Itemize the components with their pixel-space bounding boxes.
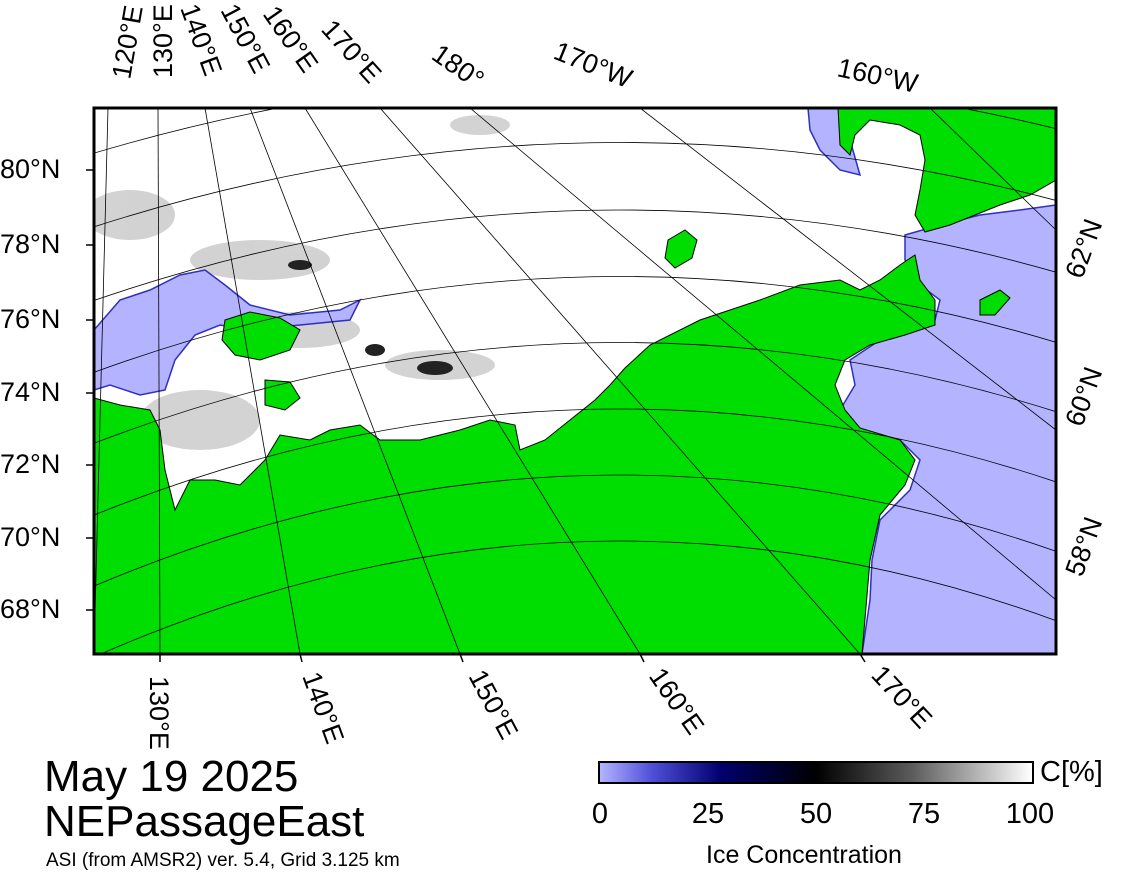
land-st-lawrence-island (979, 289, 1011, 316)
open-water-bering (839, 204, 1056, 654)
dense-ice-patches (288, 260, 453, 375)
lat-label-72n: 72°N (0, 449, 60, 479)
region-title: NEPassageEast (44, 797, 365, 846)
map-frame (92, 106, 1058, 656)
land-siberia (94, 254, 936, 654)
lon-label-160w: 160°W (835, 53, 921, 99)
lat-label-62n: 62°N (1059, 215, 1108, 282)
bottom-lon-label-140e: 140°E (296, 668, 349, 748)
lat-label-68n: 68°N (0, 594, 60, 624)
ice-texture (94, 115, 510, 450)
lon-label-130e: 130°E (148, 4, 178, 78)
bottom-lon-label-160e: 160°E (643, 662, 710, 740)
bottom-lon-label-170e: 170°E (866, 660, 938, 734)
graticule (94, 108, 1056, 654)
land-wrangel-island (664, 229, 698, 269)
lon-label-180: 180° (427, 38, 490, 95)
lat-label-60n: 60°N (1059, 363, 1108, 430)
ice-concentration-colorbar (598, 761, 1034, 784)
lon-label-120e: 120°E (106, 3, 148, 81)
lat-label-78n: 78°N (0, 229, 60, 259)
product-subtitle: ASI (from AMSR2) ver. 5.4, Grid 3.125 km (46, 850, 400, 871)
lon-label-170e: 170°E (316, 14, 388, 89)
bottom-longitude-labels: 130°E 140°E 150°E 160°E 170°E (144, 660, 938, 750)
bottom-lon-label-130e: 130°E (144, 676, 174, 750)
lat-label-76n: 76°N (0, 304, 60, 334)
land-new-siberian-islands (221, 311, 301, 361)
land-kotelny (264, 379, 301, 411)
colorbar-tick-25: 25 (691, 798, 725, 830)
colorbar-label: Ice Concentration (706, 841, 902, 869)
top-longitude-labels: 120°E 130°E 140°E 150°E 160°E 170°E 180°… (106, 0, 921, 99)
colorbar-tick-0: 0 (591, 798, 609, 830)
colorbar-tick-50: 50 (799, 798, 833, 830)
lat-label-74n: 74°N (0, 377, 60, 407)
colorbar-tick-75: 75 (907, 798, 941, 830)
lat-label-58n: 58°N (1059, 513, 1108, 580)
right-latitude-labels: 62°N 60°N 58°N (1059, 215, 1108, 580)
lon-label-170w: 170°W (550, 36, 637, 94)
bottom-lon-label-150e: 150°E (463, 665, 524, 744)
left-latitude-labels: 80°N 78°N 76°N 74°N 72°N 70°N 68°N (0, 154, 60, 624)
lat-label-80n: 80°N (0, 154, 60, 184)
open-water-laptev (94, 269, 362, 396)
map-ticks (86, 169, 866, 663)
land-alaska (837, 108, 1056, 233)
date-title: May 19 2025 (44, 752, 299, 801)
colorbar-unit: C[%] (1040, 756, 1103, 788)
colorbar-tick-100: 100 (1005, 798, 1055, 830)
lat-label-70n: 70°N (0, 522, 60, 552)
